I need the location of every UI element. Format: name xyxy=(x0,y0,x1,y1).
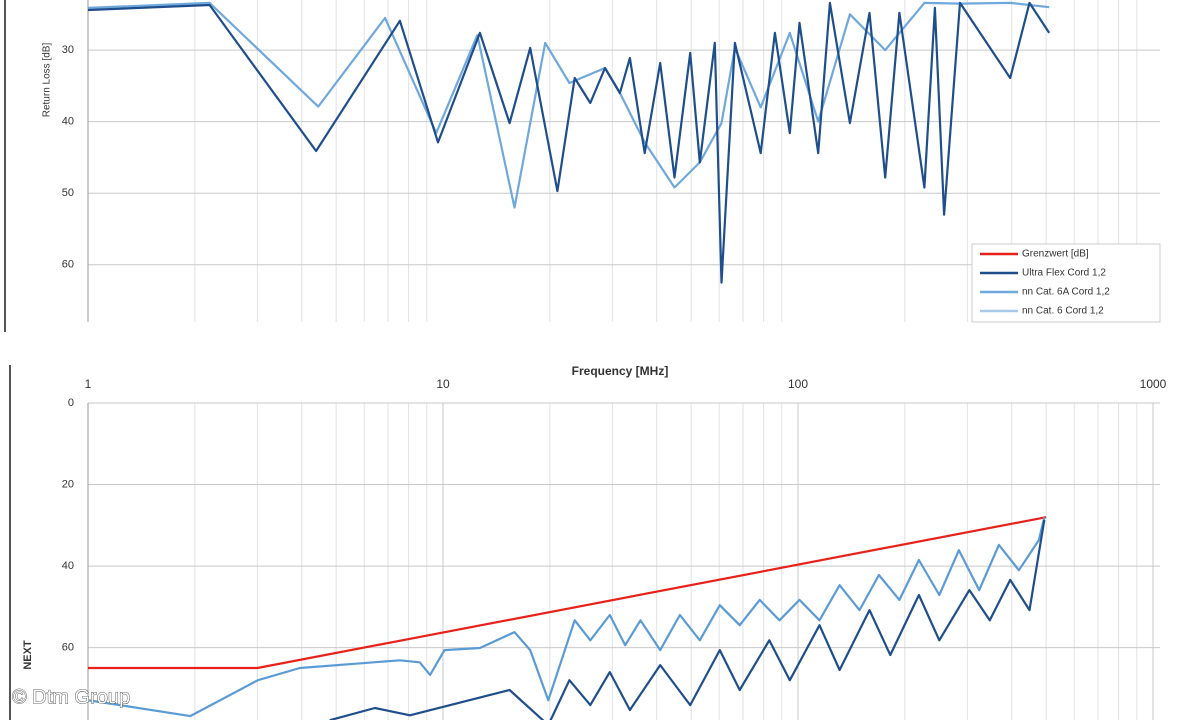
legend-label: nn Cat. 6 Cord 1,2 xyxy=(1022,306,1104,317)
legend-label: nn Cat. 6A Cord 1,2 xyxy=(1022,287,1110,298)
series-line xyxy=(88,516,1047,670)
series-line xyxy=(88,516,1046,718)
y-tick-label: 50 xyxy=(62,187,74,199)
x-tick-label: 100 xyxy=(788,377,808,391)
series-line xyxy=(329,519,1046,720)
series-line xyxy=(88,1,1051,284)
plot: 30 40 50 60 Grenzwert [dB] Ultra Flex Cord 1,… xyxy=(62,0,1161,323)
watermark: © Dtm Group xyxy=(12,686,130,708)
y-tick-label: 20 xyxy=(62,478,74,490)
x-axis-label: Frequency [MHz] xyxy=(572,364,669,378)
legend-label: Grenzwert [dB] xyxy=(1022,249,1089,260)
x-tick-label: 10 xyxy=(436,377,450,391)
legend-label: Ultra Flex Cord 1,2 xyxy=(1022,268,1106,279)
series-group xyxy=(88,516,1047,720)
series-group xyxy=(88,1,1051,284)
y-tick-label: 30 xyxy=(62,44,74,56)
y-axis-label: Return Loss [dB] xyxy=(42,43,53,118)
x-tick-label: 1 xyxy=(85,377,92,391)
y-tick-label: 40 xyxy=(62,116,74,128)
x-tick-label: 1000 xyxy=(1140,377,1167,391)
plot: 1 10 100 1000 0 20 40 60 xyxy=(62,377,1167,720)
y-tick-label: 0 xyxy=(68,397,74,409)
y-tick-label: 60 xyxy=(62,642,74,654)
plots: 30 40 50 60 Grenzwert [dB] Ultra Flex Cord 1,… xyxy=(62,0,1167,720)
legend: Grenzwert [dB] Ultra Flex Cord 1,2 nn Cat.… xyxy=(971,243,1161,323)
y-axis-label: NEXT xyxy=(22,640,34,670)
y-tick-label: 60 xyxy=(62,259,74,271)
y-tick-label: 40 xyxy=(62,560,74,572)
legend-box xyxy=(971,243,1161,323)
